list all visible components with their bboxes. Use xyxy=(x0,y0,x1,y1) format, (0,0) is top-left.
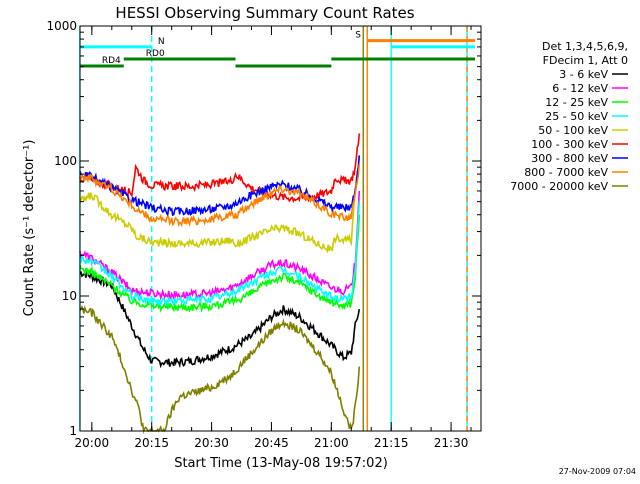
legend-entry-label: 300 - 800 keV xyxy=(531,152,608,165)
legend-entry-label: 100 - 300 keV xyxy=(531,138,608,151)
x-tick-label: 20:30 xyxy=(194,436,229,450)
y-tick-label: 100 xyxy=(54,154,77,168)
y-tick-label: 10 xyxy=(62,289,77,303)
legend-header: Det 1,3,4,5,6,9, xyxy=(542,40,628,53)
status-bar-label: RD4 xyxy=(102,56,121,66)
series-line xyxy=(79,271,361,369)
legend-entry-label: 25 - 50 keV xyxy=(545,110,608,123)
footer-timestamp: 27-Nov-2009 07:04 xyxy=(559,467,636,476)
status-bar-label: N xyxy=(158,37,165,47)
chart-title: HESSI Observing Summary Count Rates xyxy=(115,4,414,22)
legend-entry-label: 800 - 7000 keV xyxy=(524,166,608,179)
x-tick-label: 21:00 xyxy=(314,436,349,450)
legend-entry-label: 12 - 25 keV xyxy=(545,96,608,109)
plot-frame xyxy=(79,25,482,432)
legend-entry-label: 6 - 12 keV xyxy=(552,82,608,95)
y-tick-label: 1000 xyxy=(46,19,77,33)
x-tick-label: 21:15 xyxy=(374,436,409,450)
x-tick-label: 20:00 xyxy=(75,436,110,450)
status-bar-label: RD0 xyxy=(146,49,165,59)
legend-entry-label: 50 - 100 keV xyxy=(538,124,608,137)
legend-entry-label: 3 - 6 keV xyxy=(559,68,608,81)
legend-entry-label: 7000 - 20000 keV xyxy=(510,180,608,193)
x-axis-label: Start Time (13-May-08 19:57:02) xyxy=(174,456,388,471)
y-tick-label: 1 xyxy=(69,424,77,438)
status-bar-label: S xyxy=(355,31,361,41)
series-line xyxy=(79,163,361,228)
x-tick-label: 21:30 xyxy=(434,436,469,450)
series-line xyxy=(79,201,361,307)
series-line xyxy=(79,155,361,254)
x-tick-label: 20:45 xyxy=(254,436,289,450)
x-tick-label: 20:15 xyxy=(134,436,169,450)
y-axis-label: Count Rate (s⁻¹ detector⁻¹) xyxy=(22,140,37,317)
series-line xyxy=(79,305,361,434)
legend-header: FDecim 1, Att 0 xyxy=(543,54,628,67)
series-line xyxy=(79,190,361,301)
series-line xyxy=(79,214,361,314)
